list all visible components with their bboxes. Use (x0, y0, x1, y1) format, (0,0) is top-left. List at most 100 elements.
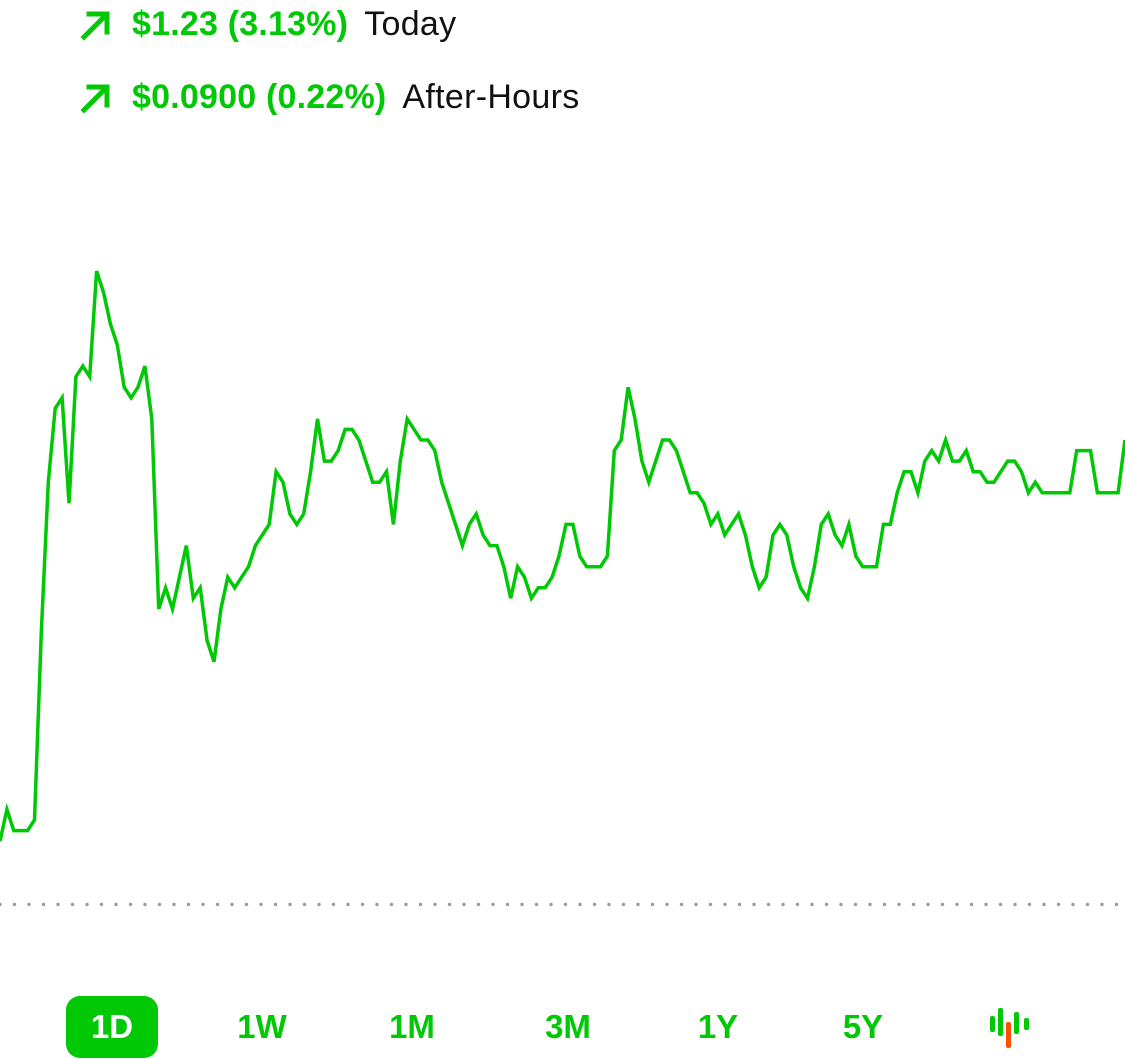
today-change-value: $1.23 (3.13%) (132, 4, 349, 43)
baseline-dot (636, 902, 640, 907)
baseline-dot (447, 902, 452, 907)
baseline-dot (331, 902, 336, 907)
baseline-dot (85, 902, 89, 907)
arrow-up-right-svg (80, 11, 110, 41)
baseline-dot (433, 902, 437, 907)
baseline-dot (186, 902, 191, 907)
baseline-dot (230, 902, 234, 907)
baseline-dot (766, 902, 771, 907)
after-hours-change-label: After-Hours (402, 77, 580, 116)
baseline-dot (853, 902, 858, 907)
baseline-dot (418, 902, 423, 907)
baseline-dot (12, 902, 17, 907)
baseline-dot (1085, 902, 1090, 907)
baseline-dot (476, 902, 481, 907)
baseline-dot (201, 902, 205, 907)
range-button-1w[interactable]: 1W (237, 1008, 287, 1045)
baseline-dot (520, 902, 524, 907)
baseline-dot (926, 902, 930, 907)
baseline-dot (128, 902, 133, 907)
today-change-row: $1.23 (3.13%) Today (78, 2, 456, 46)
baseline-dot (259, 902, 263, 907)
price-series (0, 270, 1125, 842)
baseline-dot (882, 902, 887, 907)
baseline-dot (810, 902, 814, 907)
after-hours-change-row: $0.0900 (0.22%) After-Hours (78, 75, 580, 119)
baseline-dot (1056, 902, 1061, 907)
baseline-dot (534, 902, 539, 907)
baseline-dot (215, 902, 220, 907)
baseline-dot (737, 902, 742, 907)
range-button-1d[interactable]: 1D (66, 996, 158, 1058)
range-button-1y[interactable]: 1Y (697, 1008, 739, 1045)
baseline-dot (984, 902, 988, 907)
baseline-dot (288, 902, 292, 907)
arrow-up-right-icon (78, 80, 112, 114)
baseline-dot (578, 902, 582, 907)
baseline-dot (940, 902, 945, 907)
baseline-dot (708, 902, 713, 907)
baseline-dot (375, 902, 379, 907)
baseline-dot (70, 902, 75, 907)
baseline-dot (360, 902, 365, 907)
baseline-dot (389, 902, 394, 907)
baseline-dot (694, 902, 698, 907)
baseline-dot (143, 902, 147, 907)
baseline-dot (172, 902, 176, 907)
baseline-dot (665, 902, 669, 907)
baseline-dot (1013, 902, 1017, 907)
baseline-dot (911, 902, 916, 907)
baseline-dot (0, 902, 2, 907)
baseline-dot (621, 902, 626, 907)
baseline-dot (549, 902, 553, 907)
baseline-dot (897, 902, 901, 907)
candlestick-chart-toggle[interactable] (986, 1004, 1034, 1052)
baseline-dot (781, 902, 785, 907)
baseline-dot (157, 902, 162, 907)
candlestick-chart-icon (990, 1008, 1029, 1048)
baseline-dot (505, 902, 510, 907)
baseline-dot (998, 902, 1003, 907)
baseline-dot (824, 902, 829, 907)
price-chart[interactable] (0, 0, 1125, 960)
baseline-dot (491, 902, 495, 907)
baseline-dot (1042, 902, 1046, 907)
range-button-3m[interactable]: 3M (545, 1008, 591, 1045)
baseline-dot (114, 902, 118, 907)
baseline-dot (317, 902, 321, 907)
baseline-dot (607, 902, 611, 907)
today-change-label: Today (364, 4, 457, 43)
baseline-dot (955, 902, 959, 907)
baseline-dot (1071, 902, 1075, 907)
previous-close-baseline (0, 902, 1119, 907)
baseline-dot (244, 902, 249, 907)
baseline-dot (27, 902, 31, 907)
arrow-up-right-icon (78, 7, 112, 41)
baseline-dot (56, 902, 60, 907)
baseline-dot (1114, 902, 1119, 907)
baseline-dot (273, 902, 278, 907)
baseline-dot (592, 902, 597, 907)
baseline-dot (462, 902, 466, 907)
baseline-dot (302, 902, 307, 907)
baseline-dot (795, 902, 800, 907)
after-hours-change-value: $0.0900 (0.22%) (132, 77, 387, 116)
range-button-1m[interactable]: 1M (389, 1008, 435, 1045)
baseline-dot (404, 902, 408, 907)
baseline-dot (99, 902, 104, 907)
baseline-dot (1100, 902, 1104, 907)
baseline-dot (650, 902, 655, 907)
baseline-dot (868, 902, 872, 907)
price-line (0, 270, 1125, 842)
baseline-dot (563, 902, 568, 907)
baseline-dot (679, 902, 684, 907)
range-selector: 1D 1W 1M 3M 1Y 5Y (0, 992, 1125, 1059)
arrow-up-right-svg (80, 84, 110, 114)
range-button-5y[interactable]: 5Y (842, 1008, 884, 1045)
baseline-dot (346, 902, 350, 907)
baseline-dot (752, 902, 756, 907)
baseline-dot (839, 902, 843, 907)
baseline-dot (969, 902, 974, 907)
baseline-dot (1027, 902, 1032, 907)
baseline-dot (723, 902, 727, 907)
